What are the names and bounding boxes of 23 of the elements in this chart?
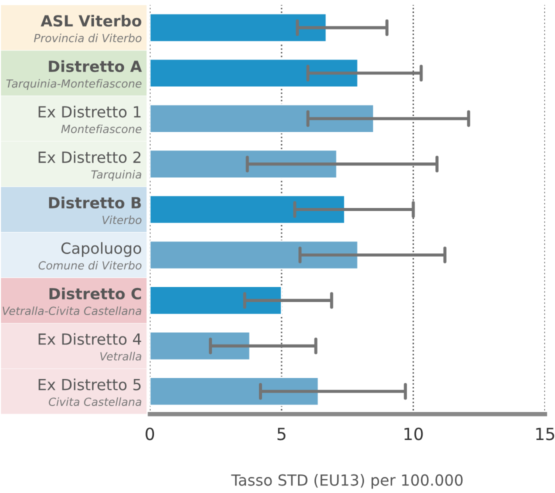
bar — [150, 58, 359, 88]
bar — [150, 194, 346, 224]
y-tick-label: ASL Viterbo Provincia di Viterbo — [34, 14, 142, 42]
bar — [150, 286, 282, 316]
y-tick-label: Distretto C Vetralla-Civita Castellana — [2, 288, 142, 316]
y-tick-label: Ex Distretto 4 Vetralla — [38, 333, 142, 361]
x-tick-label: 5 — [278, 428, 286, 440]
y-tick-label: Ex Distretto 5 Civita Castellana — [38, 378, 142, 406]
y-tick-label: Ex Distretto 1 Montefiascone — [38, 106, 142, 134]
y-tick-label: Distretto B Viterbo — [49, 196, 142, 224]
x-tick-label: 10 — [404, 428, 423, 440]
bar — [150, 331, 251, 361]
bar — [150, 12, 328, 42]
y-tick-label: Capoluogo Comune di Viterbo — [38, 242, 142, 270]
bar — [150, 104, 374, 134]
x-tick-label: 15 — [536, 428, 554, 440]
bar — [150, 149, 338, 179]
y-tick-label: Ex Distretto 2 Tarquinia — [38, 151, 142, 181]
bar — [150, 376, 320, 406]
x-tick-label: 0 — [146, 428, 154, 440]
bar — [150, 240, 359, 270]
y-tick-label: Distretto A Tarquinia-Montefiascone — [6, 60, 142, 90]
x-axis-title: Tasso STD (EU13) per 100.000 — [231, 474, 463, 489]
